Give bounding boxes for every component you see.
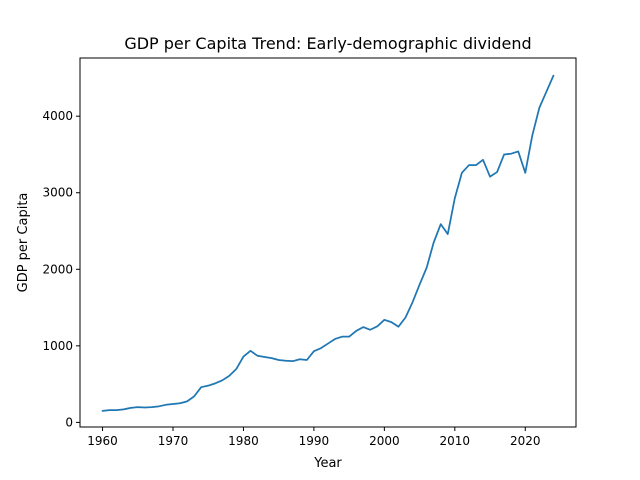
- y-axis-label: GDP per Capita: [16, 193, 31, 293]
- chart-title: GDP per Capita Trend: Early-demographic …: [124, 34, 531, 53]
- y-tick-label: 0: [65, 415, 73, 429]
- x-axis-ticks: 1960 1970 1980 1990 2000 2010 2020: [87, 427, 541, 448]
- y-tick-label: 3000: [42, 186, 73, 200]
- y-tick-label: 1000: [42, 339, 73, 353]
- x-tick-label: 2020: [510, 434, 541, 448]
- plot-area: [79, 57, 577, 428]
- axes-frame: [79, 57, 577, 428]
- x-axis-label: Year: [313, 456, 342, 471]
- x-tick-label: 1990: [299, 434, 330, 448]
- series-line-1: [101, 74, 555, 412]
- y-tick-label: 2000: [42, 262, 73, 276]
- x-tick-label: 1980: [228, 434, 259, 448]
- y-tick-label: 4000: [42, 109, 73, 123]
- x-tick-label: 2010: [440, 434, 471, 448]
- x-tick-label: 1970: [158, 434, 189, 448]
- x-tick-label: 1960: [87, 434, 118, 448]
- x-tick-label: 2000: [369, 434, 400, 448]
- y-axis-ticks: 0 1000 2000 3000 4000: [42, 109, 80, 429]
